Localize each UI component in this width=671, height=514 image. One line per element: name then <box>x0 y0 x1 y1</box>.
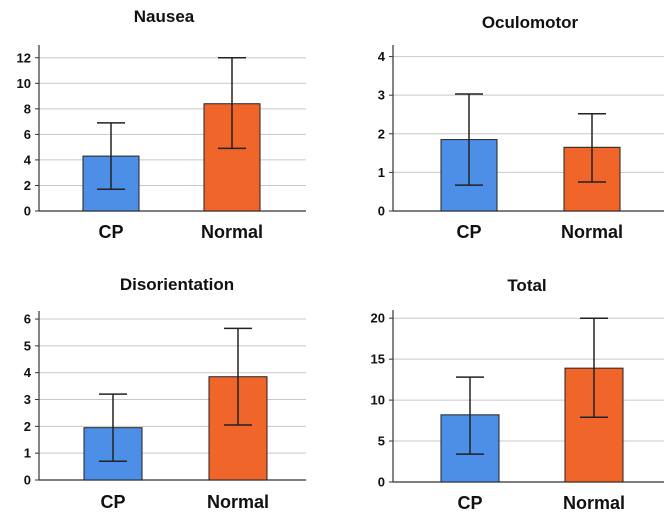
y-tick-label: 2 <box>378 126 385 141</box>
y-tick-label: 0 <box>378 204 385 219</box>
y-tick-label: 0 <box>378 475 385 490</box>
chart-title: Disorientation <box>120 275 234 294</box>
chart-panel-1: Oculomotor 0 1 2 3 4 CP Normal <box>378 13 664 242</box>
category-label: CP <box>100 492 125 512</box>
y-tick-label: 5 <box>378 434 385 449</box>
y-tick-label: 4 <box>24 152 32 167</box>
y-tick-label: 5 <box>24 338 31 353</box>
y-tick-label: 0 <box>24 473 31 488</box>
y-tick-label: 20 <box>371 311 385 326</box>
y-tick-label: 4 <box>24 365 32 380</box>
y-tick-label: 3 <box>378 88 385 103</box>
y-tick-label: 12 <box>17 50 31 65</box>
category-label: Normal <box>207 492 269 512</box>
category-label: CP <box>456 222 481 242</box>
category-label: Normal <box>201 222 263 242</box>
y-tick-label: 2 <box>24 419 31 434</box>
y-tick-label: 6 <box>24 312 31 327</box>
y-tick-label: 1 <box>24 446 31 461</box>
y-tick-label: 10 <box>371 393 385 408</box>
chart-panel-2: Disorientation 0 1 2 3 4 5 6 CP Normal <box>24 275 306 512</box>
y-tick-label: 10 <box>17 76 31 91</box>
category-label: Normal <box>561 222 623 242</box>
chart-title: Oculomotor <box>482 13 579 32</box>
chart-title: Nausea <box>134 7 195 26</box>
category-label: CP <box>457 493 482 513</box>
y-tick-label: 2 <box>24 178 31 193</box>
y-tick-label: 0 <box>24 204 31 219</box>
chart-panel-0: Nausea 0 2 4 6 8 10 12 CP Normal <box>17 7 306 242</box>
y-tick-label: 3 <box>24 392 31 407</box>
category-label: CP <box>98 222 123 242</box>
y-tick-label: 1 <box>378 165 385 180</box>
y-tick-label: 6 <box>24 127 31 142</box>
y-tick-label: 8 <box>24 101 31 116</box>
y-tick-label: 15 <box>371 352 385 367</box>
chart-panel-3: Total 0 5 10 15 20 CP Normal <box>371 276 664 513</box>
chart-title: Total <box>507 276 546 295</box>
category-label: Normal <box>563 493 625 513</box>
y-tick-label: 4 <box>378 49 386 64</box>
